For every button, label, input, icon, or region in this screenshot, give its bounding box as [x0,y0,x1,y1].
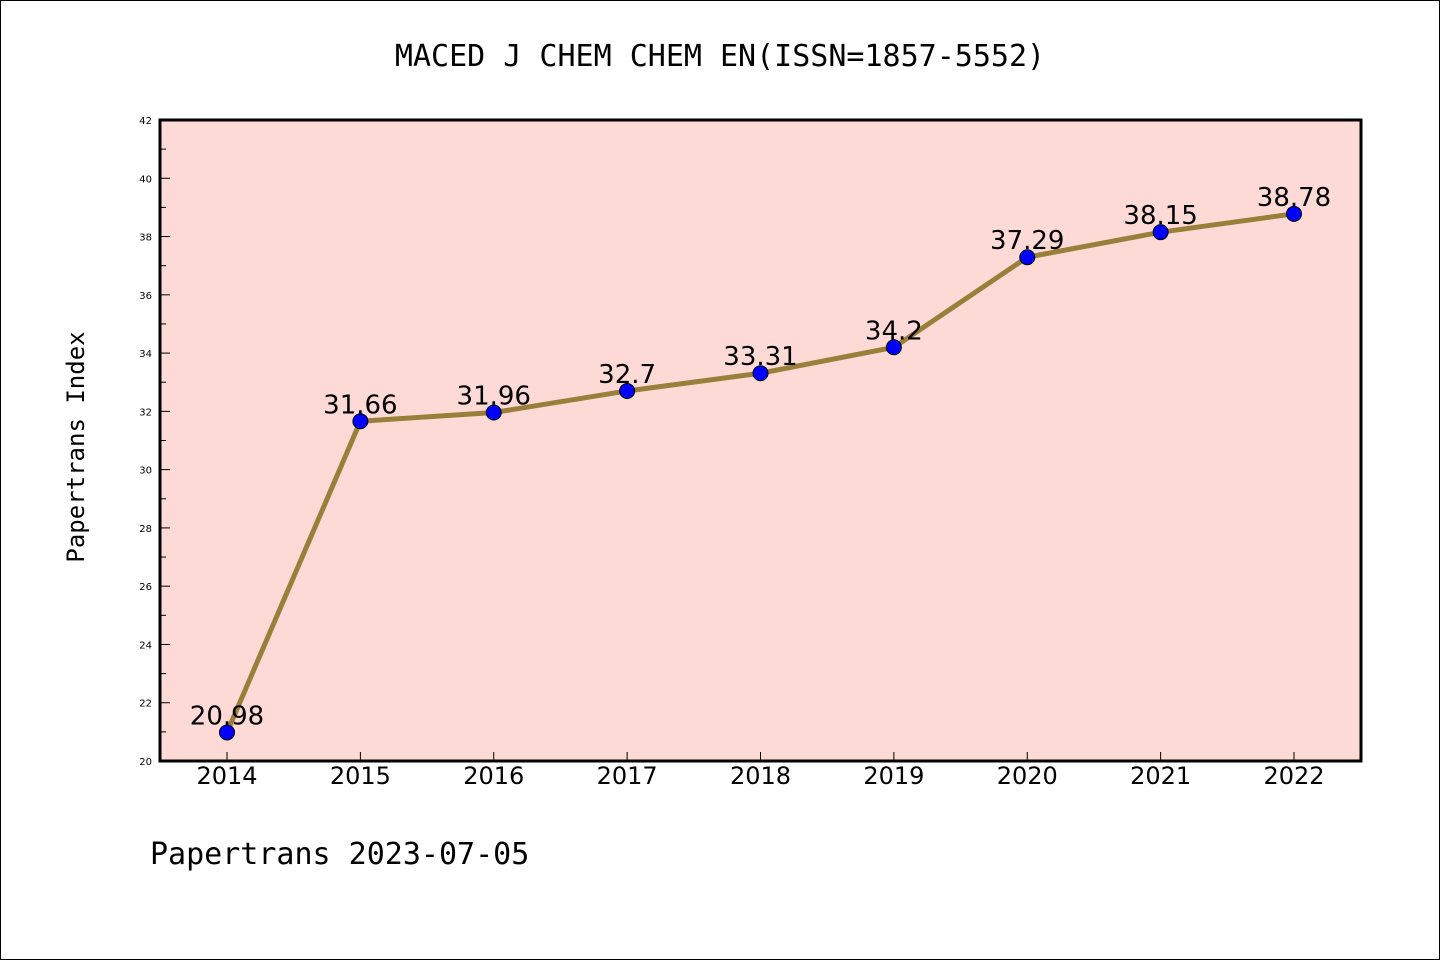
y-tick-label: 20 [139,757,152,768]
y-tick-label: 40 [139,174,152,185]
y-tick-label: 28 [139,524,152,535]
y-tick-label: 42 [139,116,152,127]
data-label: 37.29 [990,226,1064,256]
data-label: 38.15 [1123,201,1197,231]
y-tick-label: 32 [139,407,152,418]
data-point [619,382,636,399]
data-label: 34.2 [865,316,923,346]
data-point [885,339,902,356]
x-tick-label: 2015 [330,762,391,790]
data-point [1152,224,1169,241]
x-tick-label: 2016 [463,762,524,790]
x-tick-label: 2014 [196,762,257,790]
data-point [352,413,369,430]
plot-border [158,118,1363,763]
x-tick-label: 2019 [863,762,924,790]
y-tick-label: 24 [139,640,152,651]
data-label: 32.7 [598,360,656,390]
data-label: 31.66 [323,390,397,420]
data-labels-layer: 20.98 31.66 31.96 32.7 33.31 34.2 37.29 38.15 38… [190,183,1331,732]
data-label: 38.78 [1257,183,1331,213]
x-tick-label: 2021 [1130,762,1191,790]
y-axis: 20 22 24 26 28 30 32 34 36 38 40 42 [139,116,170,768]
chart-title: MACED J CHEM CHEM EN(ISSN=1857-5552) [395,39,1045,74]
data-point [1286,205,1302,222]
series-layer [219,205,1302,741]
y-tick-label: 34 [139,349,152,360]
data-point [219,724,235,741]
y-axis-label: Papertrans Index [62,331,90,562]
data-label: 33.31 [723,342,797,372]
x-axis: 2014 2015 2016 2017 2018 2019 2020 2021 2022 [196,752,1325,790]
x-tick-label: 2018 [730,762,791,790]
y-tick-label: 22 [139,699,152,710]
y-tick-label: 30 [139,466,152,477]
footer-date: Papertrans 2023-07-05 [150,837,529,872]
x-tick-label: 2022 [1263,762,1324,790]
x-tick-label: 2020 [997,762,1058,790]
data-point [485,404,502,421]
x-tick-label: 2017 [597,762,658,790]
y-tick-label: 36 [139,291,152,302]
data-label: 31.96 [457,382,531,412]
data-point [1019,249,1036,266]
y-tick-label: 26 [139,582,152,593]
data-point [752,365,769,382]
data-label: 20.98 [190,701,264,731]
y-tick-label: 38 [139,233,152,244]
